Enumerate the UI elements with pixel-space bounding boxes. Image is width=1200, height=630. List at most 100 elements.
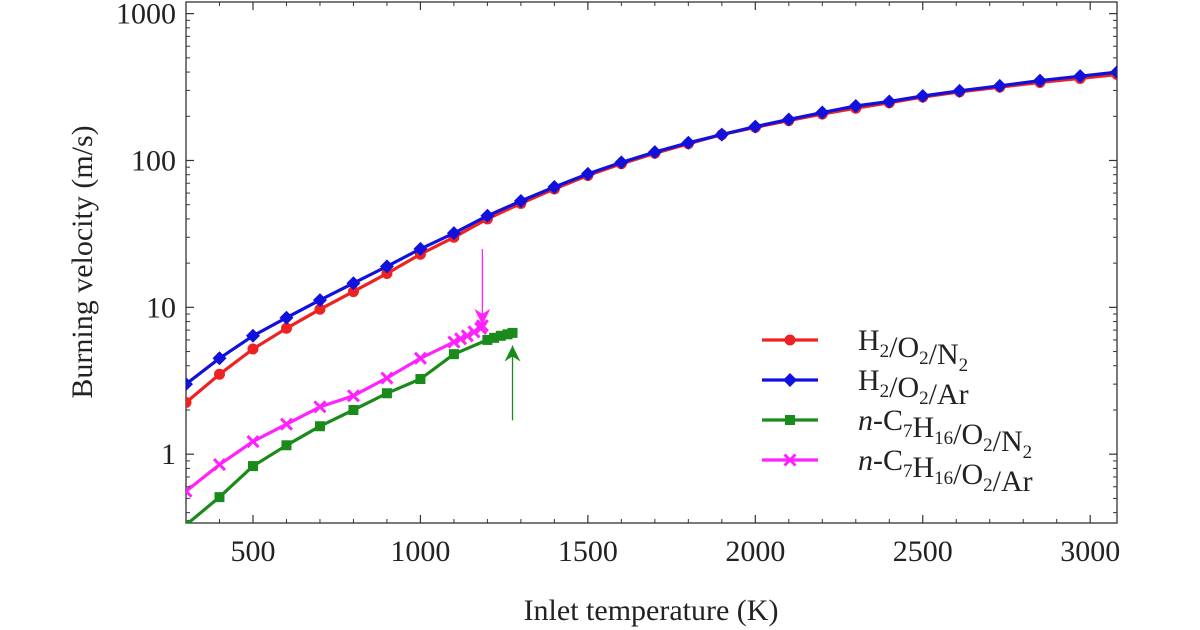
legend-subscript: 16 <box>934 468 953 489</box>
data-point <box>214 492 225 503</box>
legend-subscript: 2 <box>919 348 929 369</box>
legend-label-part: /N <box>929 338 959 371</box>
data-point <box>992 78 1007 93</box>
data-point <box>379 259 394 274</box>
y-tick-label: 100 <box>131 144 176 177</box>
ticks-layer: 500 1000 1500 2000 2500 3000 1 10 100 1000 <box>116 0 1120 568</box>
data-point <box>489 332 500 343</box>
legend-entry-0: H2/O2/N2 <box>762 324 968 376</box>
legend-label-part: H <box>858 364 880 397</box>
series-line <box>186 72 1117 404</box>
data-point <box>475 319 489 333</box>
x-tick-label: 500 <box>230 535 275 568</box>
x-tick-label: 2500 <box>893 535 953 568</box>
y-tick-label: 1 <box>161 438 176 471</box>
series-0 <box>186 69 1117 408</box>
legend-label: n-C7H16/O2/N2 <box>858 404 1032 463</box>
legend: H2/O2/N2H2/O2/Arn-C7H16/O2/N2n-C7H16/O2/… <box>762 324 1033 498</box>
data-point <box>346 389 361 403</box>
legend-label-part: /O <box>889 331 919 364</box>
data-point <box>348 404 359 415</box>
data-point <box>460 329 474 343</box>
series-3 <box>186 319 489 498</box>
legend-subscript: 7 <box>903 461 913 482</box>
data-point <box>1032 73 1047 88</box>
x-tick-label: 3000 <box>1060 535 1120 568</box>
legend-label-part: /O <box>889 371 919 404</box>
data-point <box>213 368 225 380</box>
data-point <box>681 135 696 150</box>
data-point <box>212 351 227 366</box>
data-point <box>281 440 292 451</box>
data-point <box>279 310 294 325</box>
legend-subscript: 7 <box>903 421 913 442</box>
data-point <box>212 457 227 472</box>
legend-subscript: 2 <box>1023 442 1033 463</box>
data-point <box>446 226 461 241</box>
data-point <box>454 332 468 346</box>
data-point <box>381 388 392 399</box>
data-point <box>448 349 459 360</box>
x-axis-title: Inlet temperature (K) <box>524 594 779 627</box>
data-point <box>502 329 513 340</box>
data-point <box>186 519 191 523</box>
data-point <box>815 105 830 120</box>
data-point <box>279 417 294 431</box>
data-point <box>314 303 326 315</box>
data-point <box>614 155 629 170</box>
data-point <box>480 208 495 223</box>
legend-subscript: 2 <box>983 435 993 456</box>
data-point <box>781 112 796 127</box>
data-point <box>848 98 863 113</box>
legend-label-part: /N <box>993 425 1023 458</box>
data-point <box>380 371 394 385</box>
data-point <box>952 83 967 98</box>
legend-subscript: 2 <box>880 381 890 402</box>
data-point <box>247 461 258 472</box>
data-point <box>447 335 461 349</box>
legend-label-part: H <box>858 324 880 357</box>
data-point <box>245 328 260 343</box>
y-tick-label: 1000 <box>116 0 176 31</box>
data-point <box>495 330 506 341</box>
legend-label-part: /O <box>953 458 983 491</box>
data-point <box>415 374 426 385</box>
series-layer <box>186 65 1117 523</box>
data-point <box>346 276 361 291</box>
arrow-up-head <box>504 345 521 362</box>
legend-label-part: H <box>913 411 935 444</box>
legend-label-part: H <box>913 451 935 484</box>
legend-marker <box>784 334 796 346</box>
legend-subscript: 2 <box>983 475 993 496</box>
data-point <box>714 127 729 142</box>
annotation-layer <box>474 248 521 421</box>
legend-label: n-C7H16/O2/Ar <box>858 444 1033 498</box>
plot-frame <box>185 1 1118 524</box>
data-point <box>580 166 595 181</box>
data-point <box>882 94 897 109</box>
legend-subscript: 2 <box>880 341 890 362</box>
data-point <box>413 241 428 256</box>
data-point <box>513 193 528 208</box>
legend-entry-2: n-C7H16/O2/N2 <box>762 404 1032 463</box>
data-point <box>647 145 662 160</box>
legend-marker <box>783 453 797 467</box>
legend-subscript: 16 <box>934 428 953 449</box>
data-point <box>1073 69 1088 84</box>
data-point <box>347 286 359 298</box>
legend-subscript: 2 <box>959 355 969 376</box>
legend-subscript: 2 <box>919 388 929 409</box>
x-tick-label: 2000 <box>725 535 785 568</box>
legend-label-part: /Ar <box>929 378 969 411</box>
legend-marker <box>785 415 795 425</box>
legend-entry-3: n-C7H16/O2/Ar <box>762 444 1033 498</box>
data-point <box>247 343 259 355</box>
data-point <box>467 325 481 339</box>
legend-label-part: /Ar <box>993 465 1033 498</box>
series-1 <box>186 65 1117 392</box>
y-axis-title: Burning velocity (m/s) <box>66 125 99 398</box>
series-line <box>186 70 1117 386</box>
arrow-down-head <box>474 308 491 325</box>
data-point <box>507 327 518 338</box>
data-point <box>313 400 327 414</box>
